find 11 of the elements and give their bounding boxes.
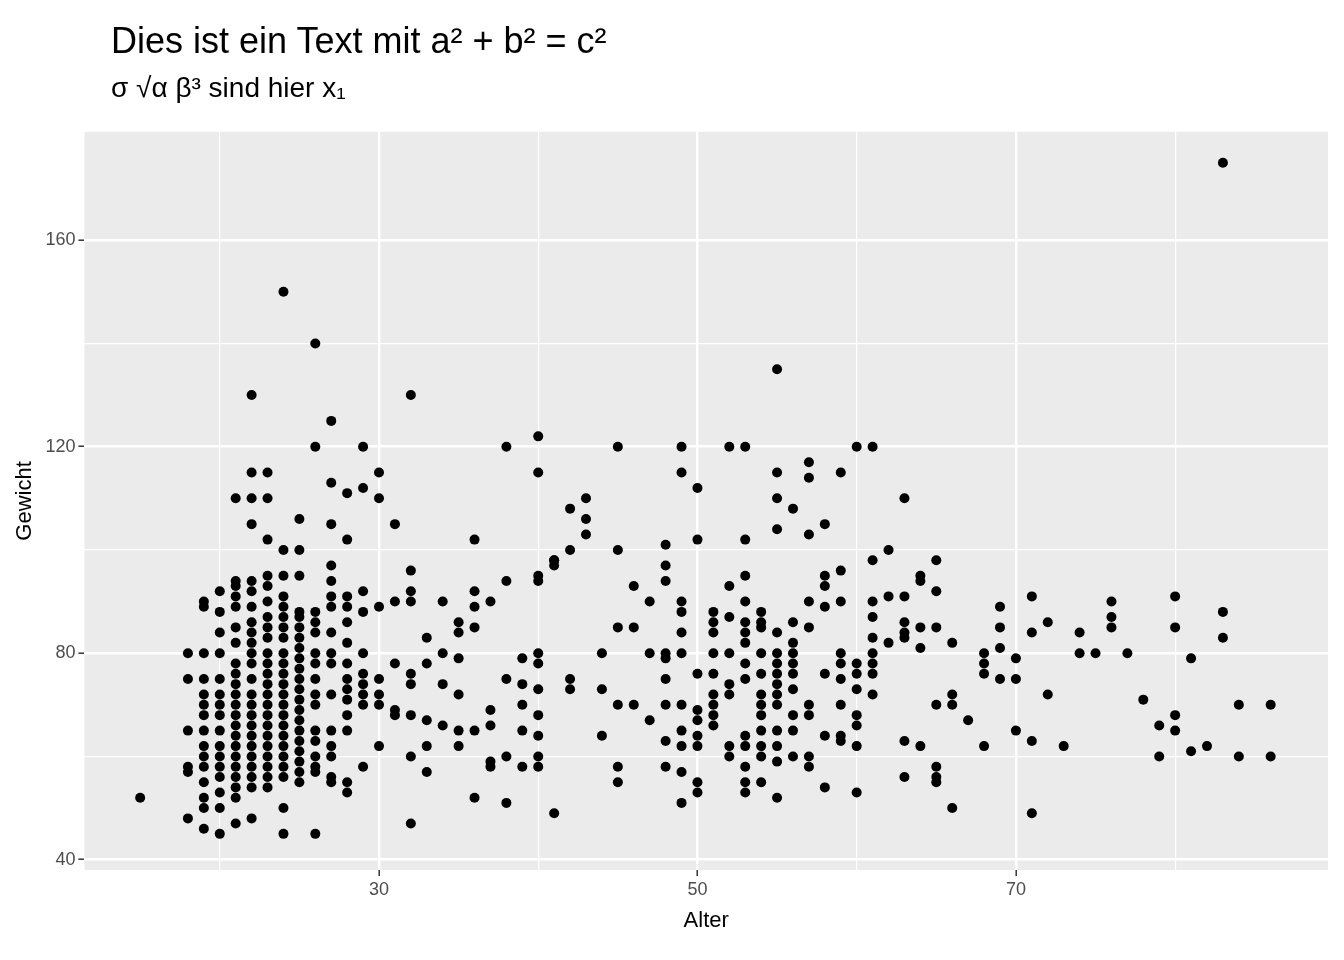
x-tick-label: 30 — [368, 878, 390, 899]
y-tick-label: 80 — [55, 642, 76, 663]
x-axis-title: Alter — [683, 906, 729, 932]
chart-subtitle: σ √α β³ sind hier x₁ — [110, 71, 347, 104]
y-axis-title: Gewicht — [11, 461, 37, 541]
y-tick-label: 160 — [45, 229, 76, 250]
y-tick-label: 40 — [55, 848, 76, 869]
x-tick-label: 70 — [1005, 878, 1026, 899]
y-tick-label: 120 — [45, 435, 76, 456]
x-tick-label: 50 — [687, 878, 708, 899]
chart-title: Dies ist ein Text mit a² + b² = c² — [110, 19, 608, 62]
